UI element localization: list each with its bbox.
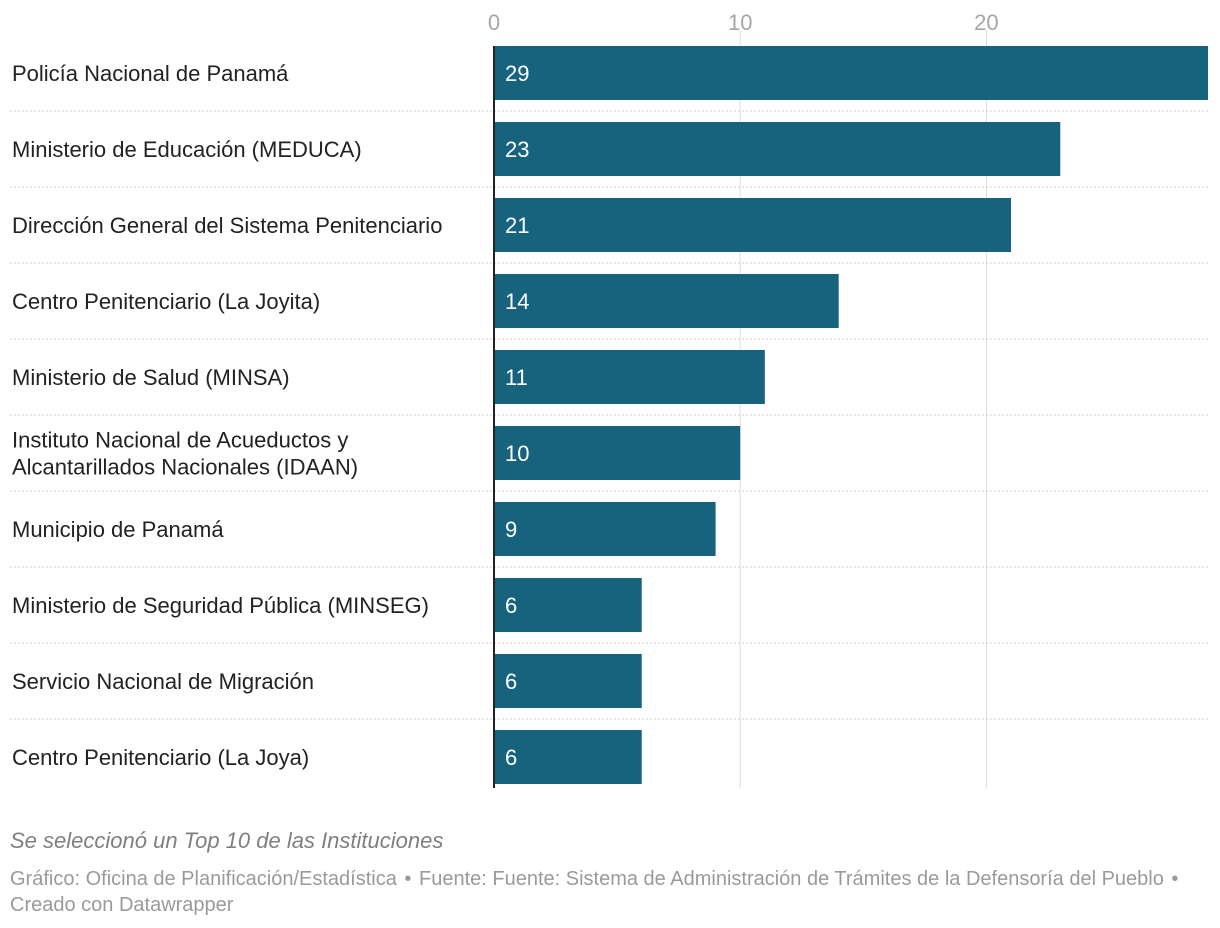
category-label: Dirección General del Sistema Penitencia… bbox=[12, 213, 442, 238]
byline-separator: • bbox=[404, 868, 412, 890]
category-label: Instituto Nacional de Acueductos y bbox=[12, 428, 348, 453]
value-label: 6 bbox=[505, 745, 517, 770]
value-label: 14 bbox=[505, 289, 529, 314]
category-label: Policía Nacional de Panamá bbox=[12, 61, 289, 86]
byline-separator: • bbox=[1171, 868, 1179, 890]
category-label: Ministerio de Educación (MEDUCA) bbox=[12, 137, 362, 162]
category-label: Servicio Nacional de Migración bbox=[12, 669, 314, 694]
chart-svg: 0 10 20 29 Policía Nacional de Panamá 23 Minis… bbox=[10, 10, 1208, 788]
x-tick-label: 20 bbox=[974, 10, 998, 35]
byline-source: Fuente: Fuente: Sistema de Administració… bbox=[419, 868, 1164, 890]
byline-tool: Creado con Datawrapper bbox=[10, 894, 234, 916]
value-label: 29 bbox=[505, 61, 529, 86]
value-label: 6 bbox=[505, 669, 517, 694]
bar-chart: 0 10 20 29 Policía Nacional de Panamá 23 Minis… bbox=[10, 10, 1208, 788]
bar bbox=[494, 46, 1208, 100]
byline-chart-by: Gráfico: Oficina de Planificación/Estadí… bbox=[10, 868, 397, 890]
bar bbox=[494, 274, 839, 328]
value-label: 6 bbox=[505, 593, 517, 618]
bar bbox=[494, 198, 1012, 252]
value-label: 10 bbox=[505, 441, 529, 466]
bar bbox=[494, 122, 1061, 176]
category-label: Ministerio de Salud (MINSA) bbox=[12, 365, 290, 390]
bar bbox=[494, 502, 716, 556]
bar bbox=[494, 730, 642, 784]
category-label: Alcantarillados Nacionales (IDAAN) bbox=[12, 455, 358, 480]
bar bbox=[494, 426, 741, 480]
category-label: Municipio de Panamá bbox=[12, 517, 224, 542]
chart-notes: Se seleccionó un Top 10 de las Instituci… bbox=[10, 828, 444, 853]
x-tick-label: 0 bbox=[488, 10, 500, 35]
chart-byline: Gráfico: Oficina de Planificación/Estadí… bbox=[10, 866, 1205, 918]
bar bbox=[494, 350, 765, 404]
value-label: 9 bbox=[505, 517, 517, 542]
bar bbox=[494, 654, 642, 708]
category-label: Centro Penitenciario (La Joyita) bbox=[12, 289, 320, 314]
bar bbox=[494, 578, 642, 632]
value-label: 21 bbox=[505, 213, 529, 238]
value-label: 23 bbox=[505, 137, 529, 162]
category-label: Centro Penitenciario (La Joya) bbox=[12, 745, 309, 770]
category-label: Ministerio de Seguridad Pública (MINSEG) bbox=[12, 593, 429, 618]
x-tick-label: 10 bbox=[728, 10, 752, 35]
value-label: 11 bbox=[505, 365, 528, 390]
